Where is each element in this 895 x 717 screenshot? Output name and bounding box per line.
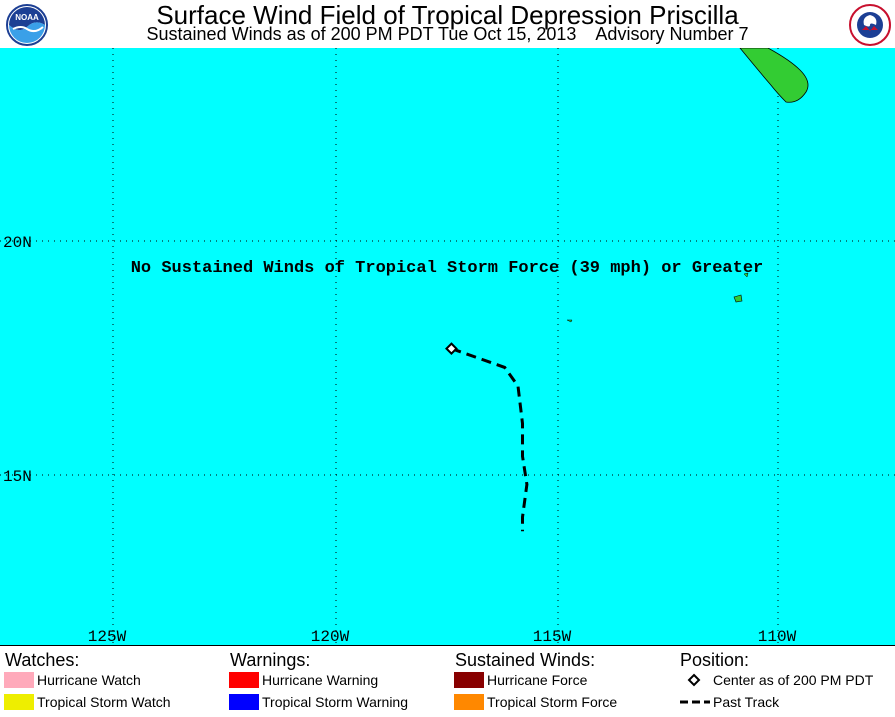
legend-heading-warnings: Warnings:: [230, 650, 311, 670]
no-tropical-storm-winds-notice: No Sustained Winds of Tropical Storm For…: [131, 259, 764, 278]
map-legend: Watches: Hurricane Watch Tropical Storm …: [0, 645, 895, 717]
map-subtitle: Sustained Winds as of 200 PM PDT Tue Oct…: [146, 24, 749, 44]
legend-label: Hurricane Watch: [37, 672, 141, 688]
baja-california-land: [739, 48, 809, 103]
lat-label-20n: 20N: [3, 234, 32, 252]
lon-label-125w: 125W: [88, 628, 127, 645]
legend-label: Tropical Storm Warning: [262, 694, 409, 710]
legend-swatch: [229, 672, 259, 688]
legend-label: Tropical Storm Force: [487, 694, 618, 710]
legend-heading-sustained-winds: Sustained Winds:: [455, 650, 596, 670]
lon-label-115w: 115W: [533, 628, 572, 645]
lon-label-120w: 120W: [311, 628, 350, 645]
legend-swatch: [4, 672, 34, 688]
legend-swatch: [454, 672, 484, 688]
legend-label: Hurricane Warning: [262, 672, 379, 688]
legend-heading-position: Position:: [680, 650, 750, 670]
lat-label-15n: 15N: [3, 468, 32, 486]
legend-swatch: [4, 694, 34, 710]
legend-swatch: [229, 694, 259, 710]
noaa-logo-icon: NOAA: [5, 3, 49, 47]
svg-text:NOAA: NOAA: [15, 13, 39, 22]
dashed-track-icon: [680, 700, 710, 704]
island: [743, 272, 749, 278]
island: [566, 319, 573, 323]
map-header: NOAA Surface Wind Field of Tropical Depr…: [0, 0, 895, 48]
legend-label: Past Track: [713, 694, 780, 710]
storm-center-marker: [445, 342, 458, 356]
past-track-line: [450, 347, 529, 532]
legend-label: Hurricane Force: [487, 672, 588, 688]
center-diamond-icon: [687, 673, 701, 687]
legend-label: Center as of 200 PM PDT: [713, 672, 874, 688]
legend-label: Tropical Storm Watch: [37, 694, 171, 710]
legend-heading-watches: Watches:: [5, 650, 80, 670]
legend-swatch: [454, 694, 484, 710]
map-title: Surface Wind Field of Tropical Depressio…: [156, 0, 739, 30]
wind-field-map: No Sustained Winds of Tropical Storm For…: [0, 48, 895, 645]
island: [733, 294, 743, 303]
lon-label-110w: 110W: [758, 628, 797, 645]
national-weather-service-logo-icon: [848, 3, 892, 47]
